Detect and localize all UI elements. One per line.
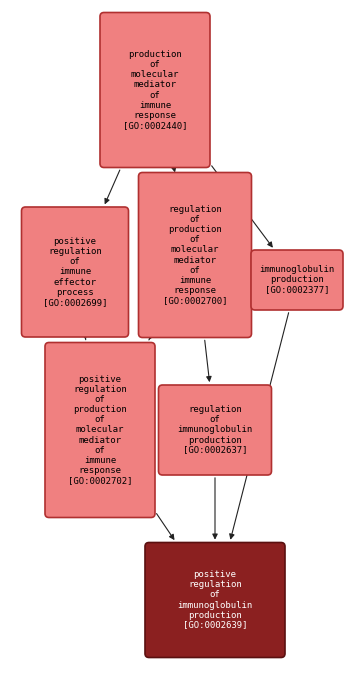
FancyBboxPatch shape	[100, 12, 210, 167]
Text: positive
regulation
of
production
of
molecular
mediator
of
immune
response
[GO:0: positive regulation of production of mol…	[68, 375, 132, 485]
Text: positive
regulation
of
immune
effector
process
[GO:0002699]: positive regulation of immune effector p…	[43, 237, 107, 307]
Text: regulation
of
immunoglobulin
production
[GO:0002637]: regulation of immunoglobulin production …	[177, 405, 253, 455]
FancyBboxPatch shape	[138, 172, 252, 338]
Text: production
of
molecular
mediator
of
immune
response
[GO:0002440]: production of molecular mediator of immu…	[123, 50, 187, 130]
FancyBboxPatch shape	[145, 543, 285, 657]
Text: regulation
of
production
of
molecular
mediator
of
immune
response
[GO:0002700]: regulation of production of molecular me…	[163, 205, 227, 305]
Text: positive
regulation
of
immunoglobulin
production
[GO:0002639]: positive regulation of immunoglobulin pr…	[177, 570, 253, 630]
FancyBboxPatch shape	[251, 250, 343, 310]
FancyBboxPatch shape	[158, 385, 272, 475]
FancyBboxPatch shape	[21, 207, 128, 337]
FancyBboxPatch shape	[45, 342, 155, 517]
Text: immunoglobulin
production
[GO:0002377]: immunoglobulin production [GO:0002377]	[260, 265, 335, 294]
